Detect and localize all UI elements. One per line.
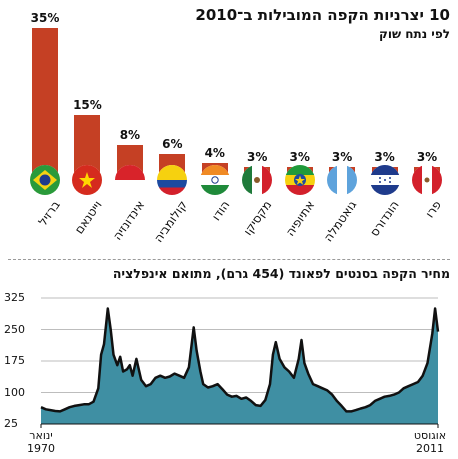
bar-value-label: 4% [204,145,225,160]
bar-value-label: 3% [374,149,395,164]
x-axis-label-line: ינואר [29,429,53,442]
bar-value-label: 3% [416,149,438,164]
bar-value-label: 8% [119,128,141,143]
bar-value-label: 35% [30,11,60,25]
colombia-flag-icon [157,165,188,195]
peru-flag-icon [412,165,442,195]
x-axis-label-line: 1970 [27,442,55,455]
bar-value-label: 3% [289,149,310,164]
x-axis-label: אוגוסט 2011 [400,429,458,455]
x-axis-label-line: 2011 [416,442,444,455]
bar-value-label: 3% [331,149,353,164]
x-axis-label: ינואר 1970 [11,429,71,455]
indonesia-flag-icon [114,165,145,195]
honduras-flag-icon [369,165,400,195]
bar-value-label: 15% [73,97,102,112]
y-tick-label: 250 [4,322,25,336]
y-tick-label: 175 [4,354,25,367]
ethiopia-flag-icon [284,165,315,195]
bar-chart-title: 10 יצרניות הקפה המובילות ב־2010 [195,6,450,24]
price-area-fill [41,308,438,424]
mexico-flag-icon [242,165,273,195]
bar-value-label: 3% [247,149,268,164]
bar-0 [32,28,58,180]
y-tick-label: 100 [4,385,25,399]
section-divider [8,259,450,260]
bar-chart-subtitle: לפי נתח שוק [379,27,450,41]
line-chart-title: מחיר הקפה בסנטים לפאונד (454 גרם), מתואם… [112,266,450,281]
india-flag-icon [199,165,230,195]
guatemala-flag-icon [327,165,358,195]
y-tick-label: 25 [4,417,18,430]
x-axis-label-line: אוגוסט [413,429,447,442]
vietnam-flag-icon [72,165,103,195]
y-tick-label: 325 [4,291,25,304]
bar-value-label: 6% [162,136,183,151]
price-line [40,307,440,413]
brazil-flag-icon [30,165,60,195]
